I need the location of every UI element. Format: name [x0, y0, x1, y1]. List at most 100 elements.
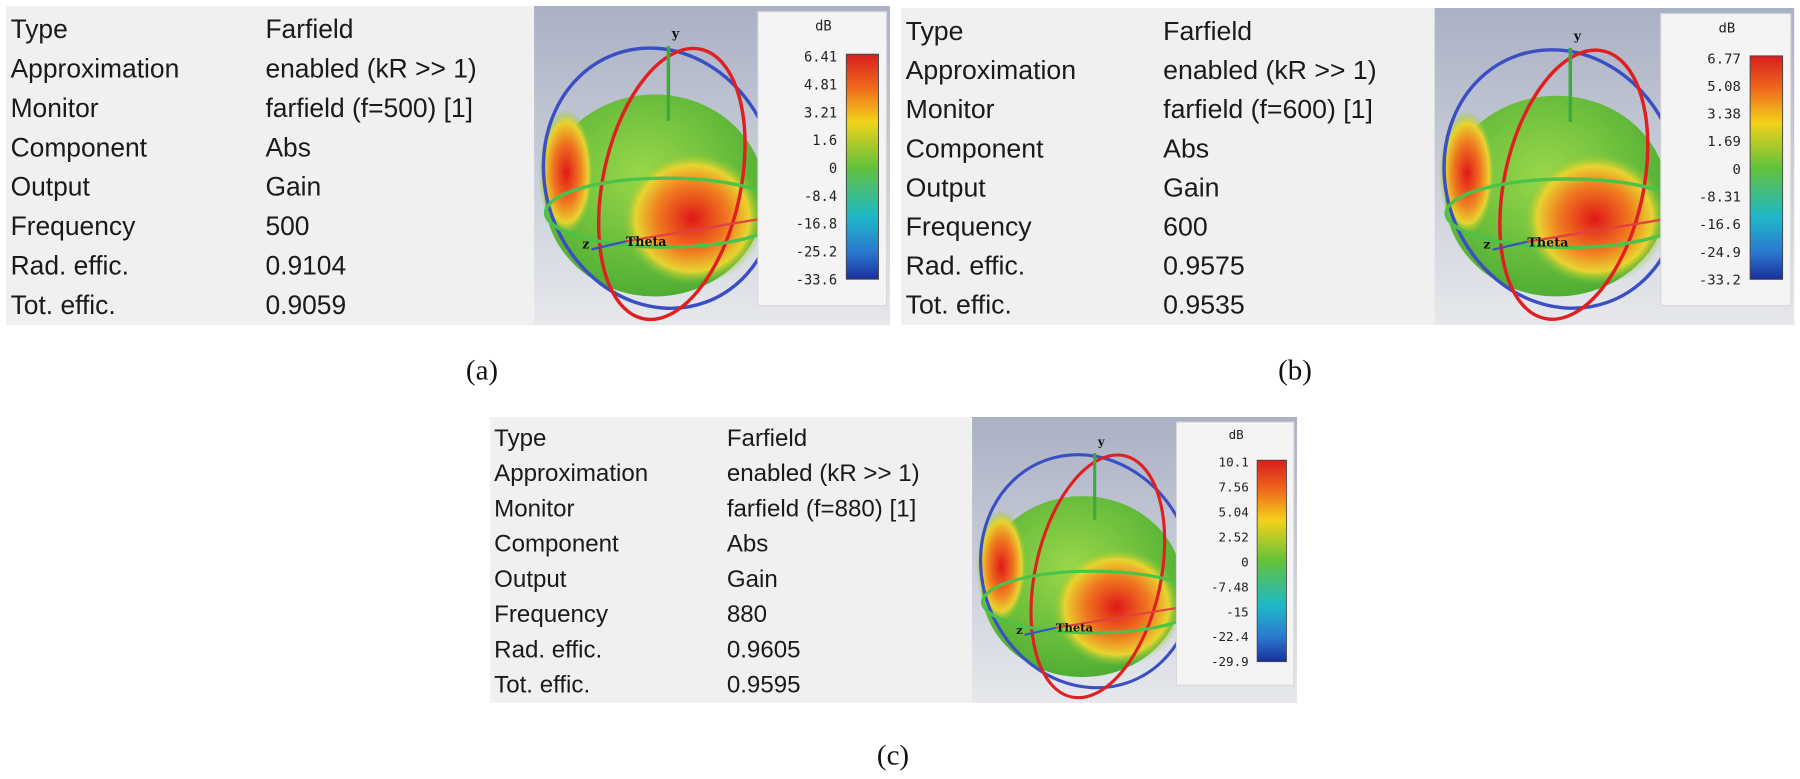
colorbar-tick-label: 3.38: [1707, 107, 1741, 123]
axis-z: [1492, 240, 1528, 251]
colorbar-tick-label: -29.9: [1211, 654, 1249, 669]
row-label: Frequency: [906, 212, 1033, 242]
row-value: enabled (kR >> 1): [265, 54, 476, 84]
row-label: Component: [906, 134, 1045, 164]
row-label: Monitor: [494, 496, 574, 523]
row-label: Component: [494, 531, 619, 558]
row-value: 0.9595: [727, 672, 801, 699]
row-label: Output: [494, 566, 567, 593]
row-value: enabled (kR >> 1): [727, 460, 920, 487]
row-value: Gain: [265, 172, 321, 202]
colorbar-tick-label: -22.4: [1211, 629, 1249, 644]
colorbar-tick-label: -16.8: [796, 217, 837, 233]
colorbar-unit: dB: [815, 19, 832, 35]
colorbar-tick-label: 0: [1241, 555, 1249, 570]
row-label: Rad. effic.: [11, 250, 129, 280]
row-label: Frequency: [11, 211, 136, 241]
colorbar-tick-label: 1.6: [812, 133, 837, 149]
row-value: Abs: [1163, 134, 1209, 164]
colorbar: [1749, 55, 1784, 280]
row-label: Approximation: [906, 55, 1076, 85]
row-value: Abs: [727, 531, 769, 558]
ring-red: [1498, 48, 1650, 321]
caption: (c): [877, 740, 909, 772]
row-value: farfield (f=500) [1]: [265, 93, 473, 123]
colorbar-tick-label: -33.2: [1699, 273, 1741, 289]
colorbar-tick-label: -8.31: [1699, 190, 1741, 206]
row-label: Type: [11, 14, 68, 44]
caption: (b): [1278, 355, 1312, 387]
colorbar-tick-label: -24.9: [1699, 245, 1741, 261]
row-label: Tot. effic.: [11, 290, 116, 320]
panel: Type Farfield Approximation enabled (kR >> …: [901, 8, 1795, 325]
caption: (a): [466, 355, 498, 387]
row-value: 0.9575: [1163, 251, 1245, 281]
colorbar-tick-label: 2.52: [1219, 530, 1249, 545]
row-value: farfield (f=600) [1]: [1163, 94, 1373, 124]
pattern-hotspot: [1051, 547, 1182, 667]
row-value: Gain: [1163, 173, 1219, 203]
row-value: Abs: [265, 132, 310, 162]
axis-label-theta: Theta: [1056, 621, 1094, 635]
panel: Type Farfield Approximation enabled (kR >> …: [6, 6, 890, 326]
row-value: 600: [1163, 212, 1208, 242]
row-value: enabled (kR >> 1): [1163, 55, 1376, 85]
colorbar-tick-label: -25.2: [796, 245, 837, 261]
pattern-hotspot: [538, 109, 594, 236]
axis-label-y: y: [671, 26, 680, 41]
row-label: Approximation: [494, 460, 648, 487]
colorbar: [845, 53, 879, 280]
axis-label-theta: Theta: [1527, 234, 1568, 249]
pattern-hotspot: [1439, 110, 1495, 236]
panel: Type Farfield Approximation enabled (kR >> …: [490, 417, 1297, 703]
colorbar-tick-label: -7.48: [1211, 579, 1249, 594]
colorbar-tick-label: -16.6: [1699, 217, 1741, 233]
axis-label-y: y: [1097, 435, 1105, 449]
colorbar-tick-label: 10.1: [1219, 455, 1249, 470]
row-value: Farfield: [727, 425, 807, 452]
ring-red: [596, 46, 747, 322]
row-value: Gain: [727, 566, 778, 593]
pattern-hotspot: [1522, 152, 1667, 286]
axis-label-z: z: [582, 236, 589, 251]
row-value: 0.9605: [727, 637, 801, 664]
colorbar-tick-label: 5.08: [1707, 79, 1741, 95]
row-label: Rad. effic.: [494, 637, 602, 664]
row-value: Farfield: [265, 14, 353, 44]
row-label: Type: [906, 16, 964, 46]
axis-label-z: z: [1016, 623, 1023, 637]
colorbar-tick-label: 3.21: [804, 105, 837, 121]
row-label: Output: [906, 173, 987, 203]
colorbar: [1256, 459, 1287, 663]
row-label: Type: [494, 425, 546, 452]
row-label: Tot. effic.: [906, 290, 1012, 320]
row-label: Frequency: [494, 601, 608, 628]
colorbar-tick-label: 5.04: [1219, 505, 1249, 520]
row-label: Component: [11, 132, 148, 162]
axis-label-z: z: [1483, 237, 1490, 252]
colorbar-unit: dB: [1719, 21, 1736, 37]
row-label: Tot. effic.: [494, 672, 590, 699]
pattern-hotspot: [621, 151, 764, 285]
ring-red: [1029, 453, 1167, 700]
colorbar-tick-label: 4.81: [804, 77, 837, 93]
axis-z: [591, 240, 627, 251]
colorbar-tick-label: -8.4: [804, 189, 837, 205]
colorbar-unit: dB: [1229, 427, 1244, 442]
colorbar-tick-label: 7.56: [1219, 480, 1249, 495]
row-label: Monitor: [11, 93, 99, 123]
axis-z: [1024, 626, 1057, 636]
row-label: Output: [11, 172, 91, 202]
row-label: Approximation: [11, 54, 180, 84]
colorbar-tick-label: 0: [1732, 162, 1740, 178]
axis-label-theta: Theta: [626, 234, 667, 249]
row-value: Farfield: [1163, 16, 1252, 46]
row-value: 0.9104: [265, 250, 346, 280]
row-value: 500: [265, 211, 309, 241]
colorbar-tick-label: -15: [1226, 604, 1249, 619]
axis-label-y: y: [1573, 28, 1582, 43]
colorbar-tick-label: 0: [829, 161, 837, 177]
colorbar-tick-label: 6.41: [804, 50, 837, 66]
row-label: Monitor: [906, 94, 995, 124]
